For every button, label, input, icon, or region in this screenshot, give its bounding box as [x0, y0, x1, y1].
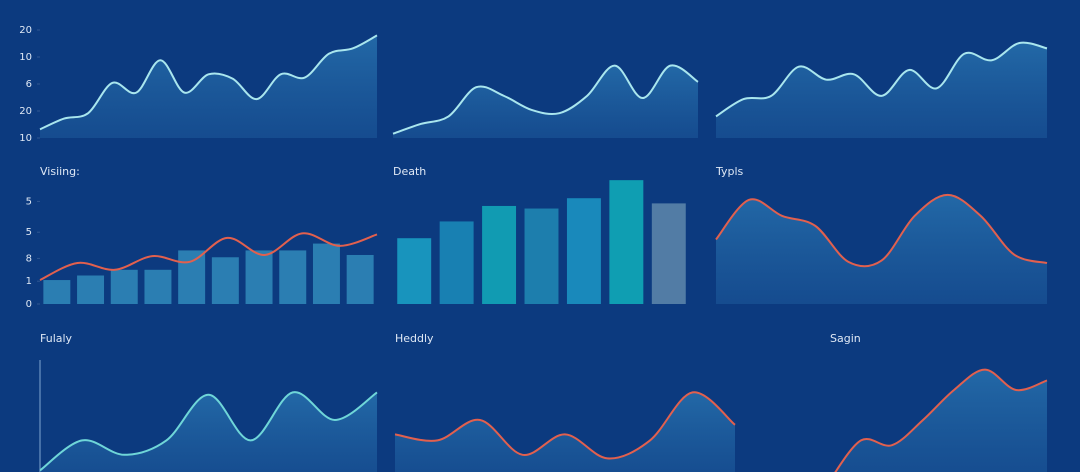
y-tick-label: 5 [26, 196, 32, 207]
bar [211, 257, 239, 304]
bar [609, 180, 644, 304]
bar [245, 250, 273, 304]
chart-title: Fulaly [40, 332, 73, 345]
y-tick-label: 20 [19, 106, 32, 117]
line [392, 64, 699, 135]
bar [524, 208, 559, 304]
bar [651, 203, 686, 304]
line [834, 368, 1048, 472]
bar [110, 269, 138, 304]
line [715, 193, 1048, 268]
y-tick-label: 10 [19, 52, 32, 63]
y-tick-label: 8 [26, 253, 32, 264]
y-tick-label: 1 [26, 276, 32, 287]
area [40, 35, 377, 138]
area [40, 392, 377, 472]
y-tick-label: 5 [26, 227, 32, 238]
bar [482, 205, 517, 304]
area [395, 392, 735, 472]
chart-title: Heddly [395, 332, 434, 345]
line [39, 232, 378, 281]
y-tick-label: 0 [26, 299, 32, 310]
line [715, 41, 1048, 118]
line [39, 34, 378, 131]
line [394, 391, 736, 460]
bar [43, 280, 71, 304]
area [835, 369, 1047, 472]
y-tick-label: 6 [26, 79, 32, 90]
bar [346, 254, 374, 304]
bar [566, 198, 601, 304]
line [39, 391, 378, 472]
y-tick-label: 10 [19, 133, 32, 144]
bar [144, 269, 172, 304]
area [716, 194, 1047, 304]
bar [178, 250, 206, 304]
chart-title: Death [393, 165, 426, 178]
bar [397, 238, 432, 304]
y-tick-label: 20 [19, 25, 32, 36]
chart-title: Visiing: [40, 165, 80, 178]
area [393, 65, 698, 138]
chart-title: Sagin [830, 332, 861, 345]
bar [279, 250, 307, 304]
bar [77, 275, 105, 304]
bar [312, 243, 340, 304]
area [716, 42, 1047, 138]
bar [439, 221, 474, 304]
chart-title: Typls [715, 165, 744, 178]
